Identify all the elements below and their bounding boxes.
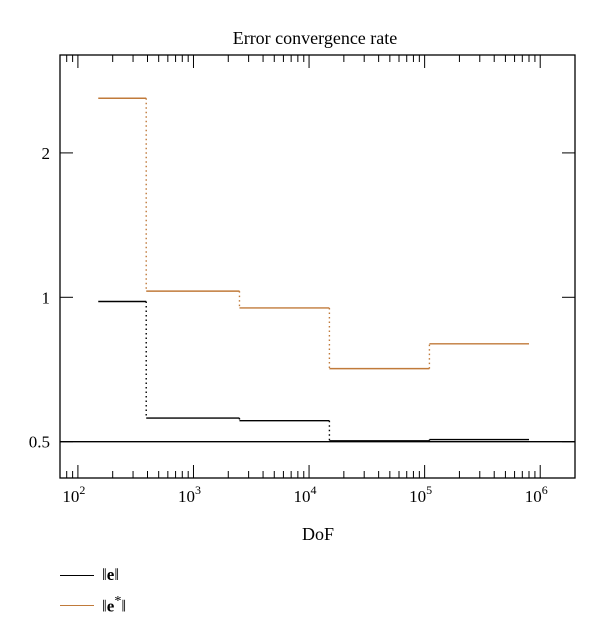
legend-superscript: * xyxy=(114,593,122,610)
legend-norm-close: ‖ xyxy=(121,596,127,616)
y-tick-label: 1 xyxy=(42,288,51,307)
x-tick-base: 10 xyxy=(178,487,195,506)
x-tick-base: 10 xyxy=(409,487,426,506)
x-tick-base: 10 xyxy=(525,487,542,506)
series-group xyxy=(60,97,575,443)
x-tick-exponent: 6 xyxy=(542,483,548,497)
y-tick-label: 2 xyxy=(42,144,51,163)
legend-symbol: e xyxy=(106,565,115,584)
plot-frame xyxy=(59,54,576,479)
legend-swatch-e-star xyxy=(60,604,94,606)
x-tick-label: 105 xyxy=(409,483,432,506)
legend-norm-open: ‖ xyxy=(102,565,107,584)
legend-item-e-star: ‖e*‖ xyxy=(60,590,126,620)
x-tick-exponent: 3 xyxy=(195,483,201,497)
legend-norm-close: ‖ xyxy=(114,565,120,584)
x-tick-label: 102 xyxy=(62,483,85,506)
legend-label-e: ‖e‖ xyxy=(102,565,119,585)
x-tick-base: 10 xyxy=(294,487,311,506)
x-tick-exponent: 2 xyxy=(79,483,85,497)
legend-item-e: ‖e‖ xyxy=(60,560,126,590)
y-tick-label: 0.5 xyxy=(29,433,50,452)
x-tick-label: 103 xyxy=(178,483,201,506)
legend-symbol: e xyxy=(106,596,115,616)
x-axis-label: DoF xyxy=(302,524,334,544)
legend-swatch-e xyxy=(60,574,94,576)
x-tick-label: 106 xyxy=(525,483,548,506)
legend: ‖e‖ ‖e*‖ xyxy=(60,560,126,620)
x-tick-exponent: 5 xyxy=(426,483,432,497)
chart-title: Error convergence rate xyxy=(233,28,398,48)
x-tick-label: 104 xyxy=(294,483,317,506)
axis-ticks xyxy=(59,55,576,478)
x-tick-base: 10 xyxy=(62,487,79,506)
legend-norm-open: ‖ xyxy=(102,596,107,616)
x-tick-exponent: 4 xyxy=(311,483,317,497)
legend-label-e-star: ‖e*‖ xyxy=(102,593,126,617)
